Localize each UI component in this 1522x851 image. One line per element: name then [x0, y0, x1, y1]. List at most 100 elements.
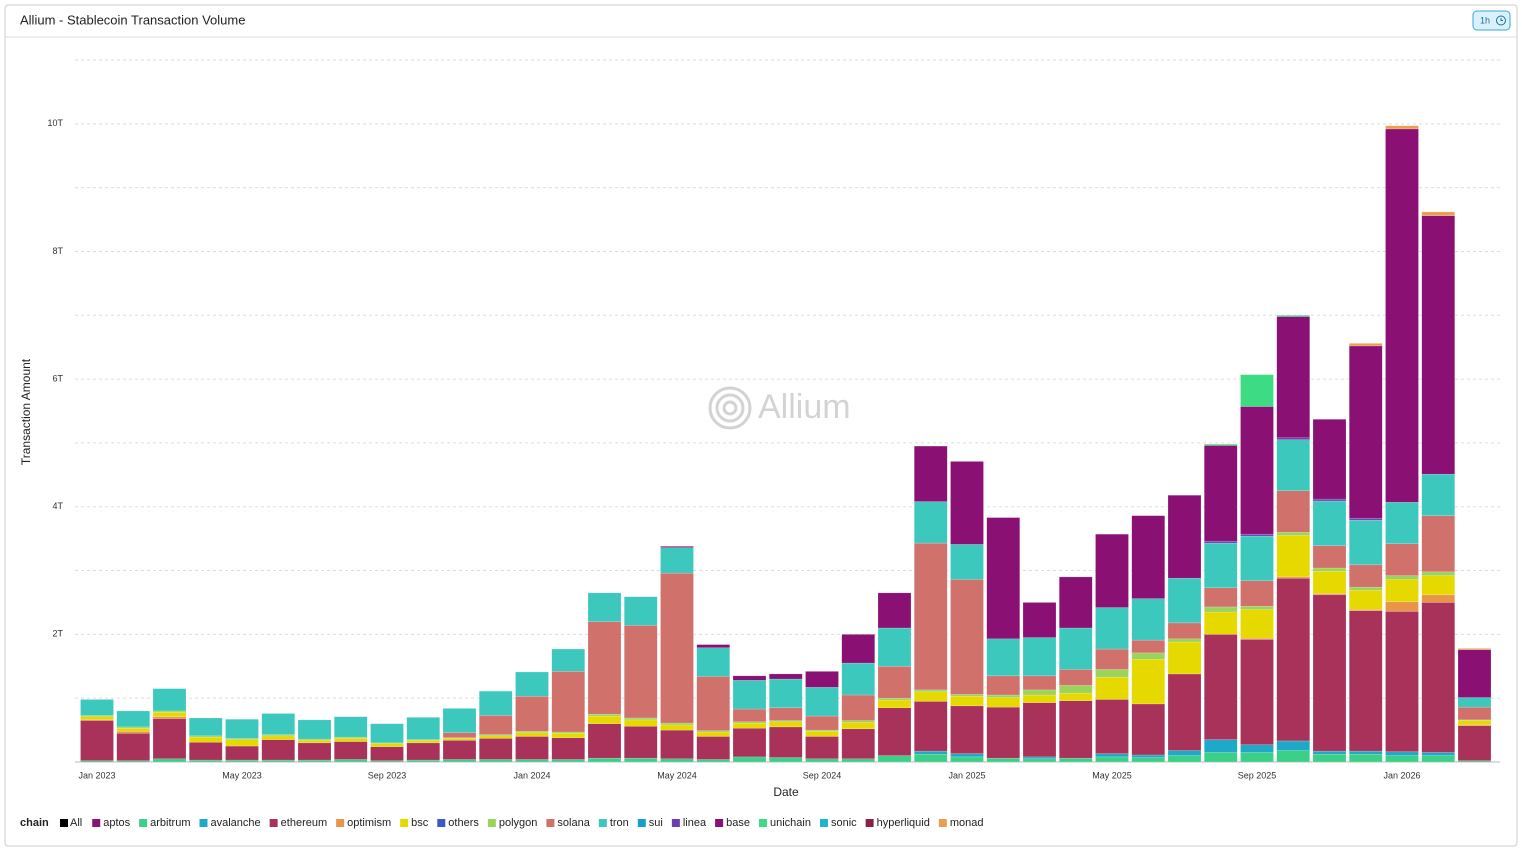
bar-segment — [225, 718, 259, 739]
bar-segment — [297, 742, 332, 761]
legend-swatch — [487, 819, 496, 827]
bar-segment — [1022, 602, 1057, 638]
bar-segment — [1421, 515, 1455, 573]
bar-segment — [1167, 755, 1202, 763]
bar-segment — [406, 740, 440, 744]
bar-segment — [1240, 609, 1274, 639]
bar-segment — [1457, 649, 1492, 698]
bar-segment — [1457, 706, 1492, 721]
y-tick-label: 2T — [52, 629, 63, 639]
bar-segment — [1385, 575, 1419, 580]
bar-segment — [1059, 576, 1093, 629]
bar-segment — [225, 745, 259, 761]
legend-swatch — [336, 819, 345, 827]
bar-segment — [914, 701, 948, 752]
bar-segment — [1204, 587, 1238, 608]
y-axis-title: Transaction Amount — [19, 358, 33, 465]
x-tick-label: Sep 2023 — [368, 770, 407, 780]
y-tick-label: 6T — [52, 373, 63, 383]
bar-segment — [1240, 533, 1274, 537]
bar-segment — [479, 735, 513, 739]
bar-segment — [479, 738, 513, 760]
bar-segment — [914, 754, 948, 763]
bar-segment — [1276, 437, 1310, 440]
legend-swatch — [758, 819, 767, 827]
bar-segment — [914, 445, 948, 502]
bar-segment — [805, 671, 839, 688]
legend-label: solana — [557, 817, 590, 829]
bar-segment — [732, 722, 767, 729]
bar-segment — [1385, 125, 1419, 130]
bar-segment — [1349, 343, 1383, 347]
bar-segment — [986, 694, 1020, 698]
bar-segment — [1421, 575, 1455, 596]
bar-segment — [950, 461, 984, 545]
legend-swatch — [865, 819, 874, 827]
bar-segment — [1095, 669, 1129, 678]
bar-segment — [841, 758, 875, 763]
bar-segment — [877, 666, 912, 699]
bar-segment — [696, 647, 730, 677]
legend-label: hyperliquid — [877, 817, 930, 829]
bar-segment — [841, 662, 875, 696]
bar-segment — [805, 715, 839, 731]
bar-segment — [297, 719, 332, 740]
bar-segment — [1095, 533, 1129, 608]
bar-segment — [406, 717, 440, 740]
bar-segment — [1312, 570, 1347, 594]
bar-segment — [1240, 606, 1274, 610]
bar-segment — [80, 720, 114, 761]
bar-segment — [189, 741, 223, 761]
bar-segment — [769, 721, 803, 728]
bar-segment — [1095, 676, 1129, 700]
refresh-badge[interactable]: 1h — [1472, 10, 1511, 31]
bar-segment — [841, 728, 875, 760]
bar-segment — [1349, 610, 1383, 752]
legend-label: others — [448, 817, 479, 829]
bar-segment — [225, 739, 259, 747]
bar-segment — [660, 729, 694, 760]
bar-segment — [1204, 634, 1238, 740]
bar-segment — [1349, 519, 1383, 566]
legend-swatch — [819, 819, 828, 827]
bar-segment — [877, 707, 912, 756]
bar-segment — [80, 699, 114, 716]
bar-segment — [769, 720, 803, 723]
bar-segment — [1312, 498, 1347, 502]
bar-segment — [1312, 545, 1347, 569]
bar-segment — [914, 750, 948, 755]
bar-segment — [660, 546, 694, 548]
bar-segment — [1457, 725, 1492, 761]
bar-segment — [515, 671, 549, 697]
bar-segment — [1349, 750, 1383, 755]
bar-segment — [297, 759, 332, 763]
bar-segment — [1204, 540, 1238, 544]
bar-segment — [841, 694, 875, 721]
bar-segment — [1059, 692, 1093, 701]
bar-segment — [116, 727, 150, 732]
bar-segment — [152, 758, 187, 763]
bar-segment — [696, 759, 730, 763]
bar-segment — [1059, 757, 1093, 763]
bar-segment — [1059, 669, 1093, 686]
bar-segment — [877, 627, 912, 667]
bar-segment — [261, 759, 295, 763]
bar-segment — [1240, 535, 1274, 582]
bar-segment — [1312, 500, 1347, 546]
legend-label: unichain — [770, 817, 811, 829]
bar-segment — [334, 738, 368, 742]
bar-segment — [914, 501, 948, 544]
legend-label: arbitrum — [150, 817, 190, 829]
watermark-text: Allium — [758, 388, 851, 426]
legend-label: ethereum — [281, 817, 327, 829]
bar-segment — [624, 757, 658, 763]
bar-segment — [805, 758, 839, 763]
bar-segment — [1421, 594, 1455, 603]
legend-label: avalanche — [211, 817, 261, 829]
legend-swatch — [637, 819, 646, 827]
bar-segment — [261, 735, 295, 740]
bar-segment — [1204, 606, 1238, 613]
x-tick-label: Sep 2024 — [803, 770, 842, 780]
bar-segment — [660, 722, 694, 726]
legend-swatch — [546, 819, 555, 827]
